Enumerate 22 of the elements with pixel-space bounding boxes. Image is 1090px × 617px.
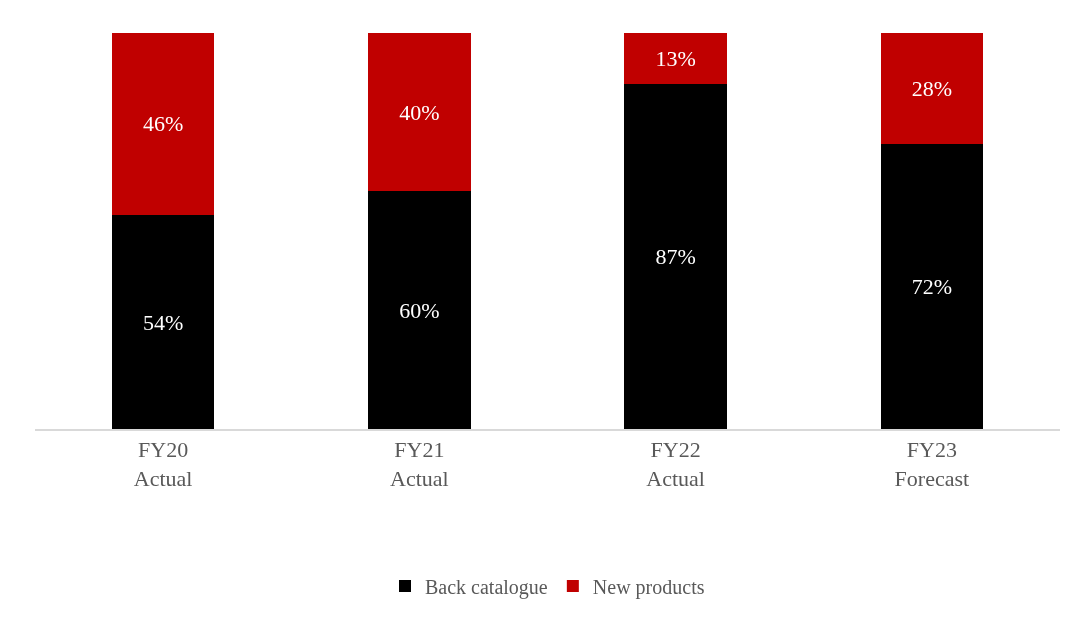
x-tick-label: FY23 Forecast [894,437,970,491]
data-label: 28% [911,75,953,101]
bar [368,32,471,192]
data-label: 72% [911,273,953,299]
legend-label: Back catalogue [425,575,548,599]
bar [111,32,215,216]
x-tick-label: FY20 Actual [133,437,193,491]
bar [111,215,215,429]
x-tick-label: FY22 Actual [646,437,705,491]
data-label: 54% [142,309,184,335]
x-tick-label: FY21 Actual [390,437,449,491]
data-label: 13% [655,46,696,72]
bar [624,84,727,429]
data-label: 46% [142,111,184,137]
legend-label: New products [592,575,705,599]
bar [880,143,984,429]
bar [624,32,727,85]
bar [368,191,471,429]
bar [880,32,984,144]
data-label: 60% [399,297,440,323]
data-label: 40% [399,99,440,125]
data-label: 87% [655,244,696,270]
